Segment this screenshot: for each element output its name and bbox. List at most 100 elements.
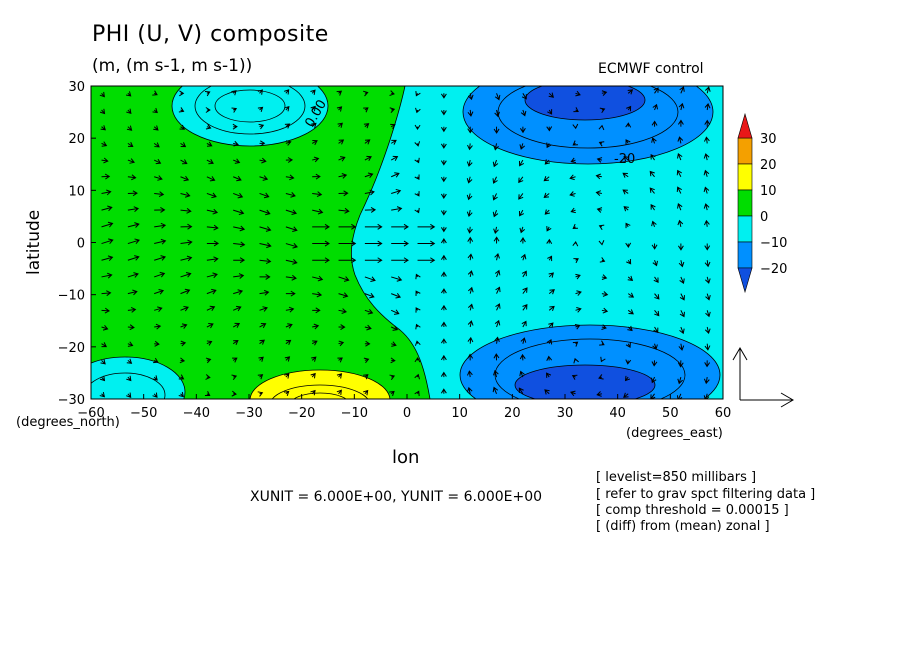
wind-vector [283,390,290,397]
y-tick-label: 20 [68,132,85,147]
wind-vector [312,257,330,264]
wind-vector [548,322,554,328]
wind-vector [391,276,403,282]
wind-vector [336,106,343,112]
wind-vector [570,157,576,164]
wind-vector [180,207,192,214]
contour-line [293,392,347,399]
wind-vector [231,390,237,397]
wind-vector [233,140,239,147]
wind-vector [546,238,553,244]
wind-vector [415,273,421,280]
wind-vector [521,320,527,328]
wind-vector [391,188,402,195]
wind-vector [257,391,264,397]
wind-vector [363,389,369,396]
data-source: ECMWF control [598,61,704,77]
wind-vector [205,107,211,113]
wind-vector [153,142,160,148]
colorbar-top-triangle [737,112,753,139]
wind-vector [572,140,578,146]
wind-vector [336,389,342,396]
core-below-m20-north [524,86,646,121]
wind-vector [311,340,318,346]
wind-vector [233,209,245,216]
x-tick-label: −50 [130,406,157,421]
wind-vector [206,224,219,231]
wind-vector [101,272,113,279]
wind-vector [127,222,140,228]
wind-vector [259,258,272,265]
wind-vector [440,93,447,99]
wind-vector [414,390,420,397]
wind-vector [625,242,632,248]
core-below-m20-south [514,364,656,399]
wind-vector [572,241,579,247]
wind-vector [440,371,447,378]
wind-vector [543,176,550,182]
wind-vector [364,257,383,264]
wind-vector [679,276,685,285]
wind-vector [704,276,711,284]
wind-vector [285,323,293,329]
colorbar-label: 30 [760,132,777,147]
wind-vector [622,172,629,178]
wind-vector [414,191,420,197]
wind-vector [206,208,219,215]
wind-vector [362,90,369,97]
wind-vector [548,92,554,98]
wind-vector [206,256,219,263]
wind-vector [627,275,634,282]
wind-vector [625,222,631,229]
wind-vector [310,389,316,396]
wind-vector [623,155,629,162]
wind-vector [467,143,473,151]
wind-vector [312,156,320,163]
wind-vector [492,209,499,218]
wind-vector [232,123,238,130]
wind-vector [494,269,501,278]
wind-vector [284,373,290,379]
wind-vector [703,203,710,211]
wind-vector [364,172,374,179]
wind-vector [704,260,711,268]
wind-vector [703,169,710,177]
colorbar-segment [737,215,753,243]
y-coord-note: (degrees_north) [16,415,120,430]
wind-vector [704,86,711,94]
wind-vector [154,306,163,313]
wind-vector [703,219,710,227]
wind-vector [626,105,632,112]
wind-vector [599,340,605,346]
contour-line [214,89,286,123]
wind-vector [704,326,711,335]
wind-vector [153,158,162,165]
wind-vector [703,186,710,194]
wind-vector [440,143,447,149]
wind-vector [336,373,343,379]
wind-vector [596,391,602,397]
wind-vector [595,173,602,180]
wind-vector [259,322,267,329]
colorbar-segment [737,189,753,217]
wind-vector [625,122,632,128]
wind-vector [206,305,216,312]
wind-vector [101,238,114,245]
wind-vector [520,253,527,261]
wind-vector [285,192,296,198]
wind-vector [338,240,357,247]
wind-vector [467,226,473,234]
wind-vector [601,291,609,297]
wind-vector [259,273,271,280]
contour-fill: 0.00 -20 [91,86,723,399]
wind-vector [546,355,553,361]
wind-vector [467,93,474,101]
wind-vector [440,238,447,244]
wind-vector [547,255,553,262]
wind-vector [595,190,602,196]
wind-vector [415,107,421,114]
wind-vector [101,141,108,147]
y-tick-label: −30 [58,393,85,408]
wind-vector [284,123,291,129]
wind-vector [467,353,474,361]
